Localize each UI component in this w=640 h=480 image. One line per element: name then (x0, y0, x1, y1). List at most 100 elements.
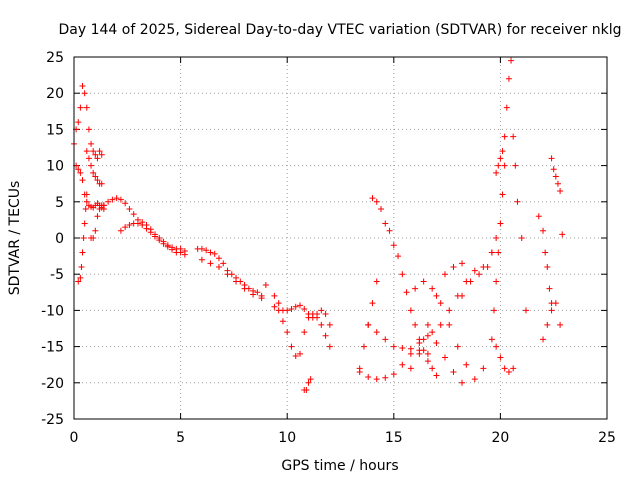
data-point (284, 329, 291, 336)
data-point (510, 133, 517, 140)
data-point (548, 300, 555, 307)
data-point (81, 90, 88, 97)
data-point (514, 198, 521, 205)
data-point (399, 271, 406, 278)
data-point (373, 329, 380, 336)
data-point (126, 221, 133, 228)
y-tick-label: 20 (46, 86, 64, 102)
data-point (296, 350, 303, 357)
data-point (493, 278, 500, 285)
series-early-spike-a (71, 82, 99, 158)
series-early-spike-d (83, 148, 105, 187)
data-point (429, 329, 436, 336)
data-point (480, 365, 487, 372)
data-point (75, 119, 82, 126)
data-point (420, 278, 427, 285)
data-point (454, 343, 461, 350)
data-point (181, 251, 188, 258)
data-point (79, 82, 86, 89)
data-point (90, 148, 97, 155)
series-midday-drop (301, 376, 314, 394)
data-point (403, 289, 410, 296)
x-tick-labels: 0 5 10 15 20 25 (70, 430, 616, 446)
data-point (548, 155, 555, 162)
data-point (550, 166, 557, 173)
data-point (78, 263, 85, 270)
data-point (503, 104, 510, 111)
data-point (407, 365, 414, 372)
data-point (169, 246, 176, 253)
data-point (296, 302, 303, 309)
data-point (90, 169, 97, 176)
x-tick-label: 0 (70, 430, 79, 446)
data-point (105, 198, 112, 205)
data-point (420, 336, 427, 343)
data-point (497, 155, 504, 162)
data-point (203, 247, 210, 254)
y-tick-label: 5 (55, 195, 64, 211)
data-point (365, 374, 372, 381)
data-point (326, 321, 333, 328)
data-point (279, 318, 286, 325)
data-point (378, 206, 385, 213)
data-point (493, 343, 500, 350)
data-point (77, 274, 84, 281)
data-point (98, 180, 105, 187)
data-point (220, 260, 227, 267)
data-point (164, 243, 171, 250)
data-point (288, 343, 295, 350)
data-point (292, 353, 299, 360)
data-point (512, 162, 519, 169)
data-point (437, 300, 444, 307)
data-point (407, 307, 414, 314)
data-point (365, 321, 372, 328)
data-point (215, 263, 222, 270)
data-point (471, 267, 478, 274)
data-point (497, 220, 504, 227)
data-point (493, 235, 500, 241)
series-morning-decline-lower (117, 220, 188, 258)
data-point (412, 285, 419, 292)
data-point (79, 177, 86, 184)
data-point (275, 300, 282, 307)
data-point (535, 213, 542, 220)
data-point (100, 202, 107, 209)
data-point (499, 148, 506, 155)
data-point (113, 195, 120, 202)
data-point (85, 126, 92, 133)
data-point (215, 255, 222, 262)
x-tick-label: 10 (278, 430, 296, 446)
data-point (83, 191, 90, 198)
data-point (241, 285, 248, 292)
data-point (501, 133, 508, 140)
data-point (399, 361, 406, 368)
series-midday-loop (271, 303, 333, 360)
data-point (301, 305, 308, 312)
data-point (284, 307, 291, 314)
y-tick-label: -25 (41, 412, 64, 428)
data-point (326, 343, 333, 350)
plot-frame (73, 56, 608, 420)
data-point (446, 321, 453, 328)
series-evening-6 (412, 278, 487, 383)
data-point (412, 321, 419, 328)
data-point (390, 242, 397, 249)
axis-ticks (73, 56, 608, 420)
data-point (77, 104, 84, 111)
data-point (390, 343, 397, 350)
data-point (429, 365, 436, 372)
data-point (382, 374, 389, 381)
data-point (271, 303, 278, 310)
data-point (463, 361, 470, 368)
data-point (480, 263, 487, 270)
data-point (143, 225, 150, 232)
data-point (433, 339, 440, 346)
series-evening-7 (459, 235, 500, 299)
data-point (77, 169, 84, 176)
series-forenoon (194, 245, 269, 299)
data-point (122, 200, 129, 207)
y-tick-label: -20 (41, 376, 64, 392)
data-point (399, 345, 406, 352)
data-point (508, 57, 515, 64)
data-point (122, 224, 129, 231)
